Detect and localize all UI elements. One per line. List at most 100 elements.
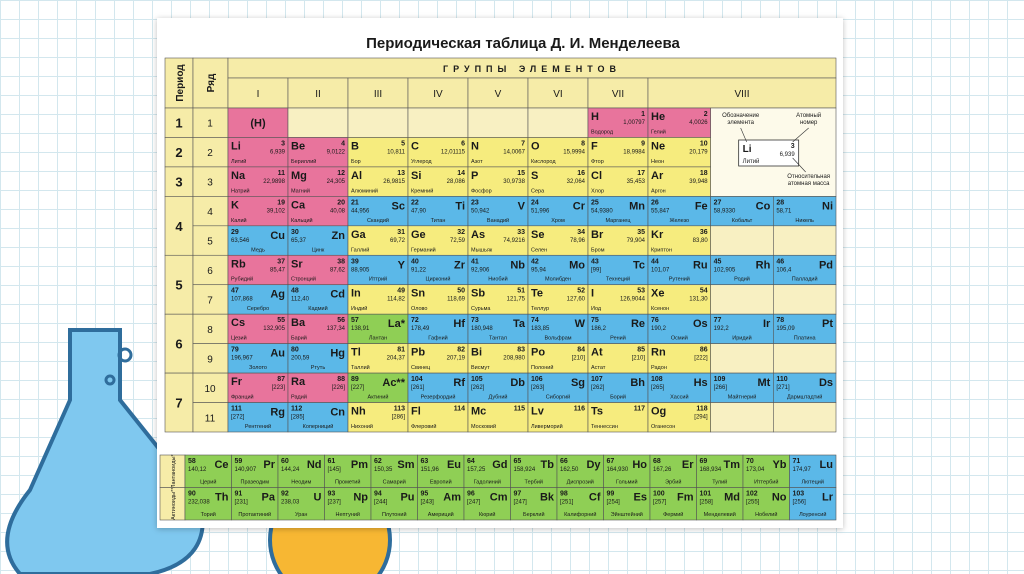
element-name: Стронций [291, 276, 316, 283]
atomic-mass: 164,930 [607, 467, 629, 473]
header-cell [164, 372, 194, 433]
element-name: Дармштадтий [787, 394, 822, 401]
atomic-number: 118 [696, 406, 707, 413]
atomic-number: 115 [514, 406, 525, 413]
row-label: 9 [207, 354, 213, 365]
atomic-number: 22 [411, 199, 419, 206]
cell [407, 254, 469, 286]
period-label: 5 [175, 278, 182, 293]
cell [227, 402, 289, 433]
atomic-mass: 150,35 [374, 467, 393, 473]
element-symbol: Li [743, 144, 752, 155]
period-label: 7 [175, 396, 182, 411]
header-cell [164, 254, 194, 315]
atomic-number: 10 [700, 140, 708, 147]
element-name: Актиний [368, 394, 389, 401]
element-name: Иттрий [369, 276, 387, 283]
element-symbol: Zn [332, 230, 346, 242]
atomic-mass: 32,064 [567, 179, 586, 185]
atomic-mass: 87,62 [330, 267, 346, 273]
atomic-mass: [210] [572, 356, 586, 362]
element-name: Радон [651, 365, 667, 371]
element-name: Теннессин [591, 424, 618, 430]
element-symbol: Br [591, 229, 604, 241]
group-label: I [257, 89, 260, 100]
element-symbol: Ti [455, 200, 465, 212]
atomic-number: 53 [637, 288, 645, 295]
legend-text: номер [800, 120, 818, 126]
atomic-number: 107 [591, 376, 603, 383]
element-name: Литий [231, 158, 246, 165]
atomic-number: 85 [637, 347, 645, 354]
legend-text: Относительная [787, 174, 830, 180]
cell [587, 313, 649, 344]
element-name: Сурьма [471, 306, 491, 312]
cell [227, 166, 289, 197]
row-cell [192, 402, 229, 433]
row-cell [192, 225, 229, 256]
cell [463, 487, 511, 521]
cell [467, 313, 529, 344]
cell [587, 225, 649, 256]
atomic-number: 98 [560, 491, 568, 498]
atomic-mass: 54,9380 [591, 208, 613, 214]
element-name: Рений [610, 335, 626, 342]
element-name: Хром [551, 218, 565, 224]
atomic-mass: [247] [467, 500, 481, 506]
bubble [117, 347, 133, 363]
atomic-number: 15 [517, 170, 525, 177]
element-symbol: Tb [541, 459, 555, 471]
atomic-number: 92 [281, 491, 289, 498]
element-symbol: U [314, 492, 322, 504]
atomic-mass: [222] [694, 356, 708, 362]
atomic-mass: 195,09 [776, 326, 795, 332]
atomic-mass: 65,37 [291, 238, 307, 244]
cell [587, 107, 649, 138]
atomic-mass: [262] [471, 385, 485, 391]
element-name: Кадмий [308, 305, 327, 312]
element-symbol: Nb [510, 259, 525, 271]
element-symbol: Ta [513, 318, 526, 330]
element-symbol: Lv [531, 406, 545, 418]
cell [647, 284, 711, 315]
row-label: 4 [207, 207, 213, 218]
atomic-number: 59 [235, 458, 243, 465]
atomic-mass: 40,08 [330, 208, 346, 214]
element-name: Ниобий [488, 276, 507, 283]
group-label: III [374, 89, 382, 100]
element-symbol: Bk [540, 492, 555, 504]
cell [184, 454, 232, 488]
element-name: Вольфрам [544, 336, 571, 342]
atomic-number: 97 [514, 491, 522, 498]
atomic-number: 40 [411, 258, 419, 265]
element-name: Нобелий [755, 511, 777, 518]
legend-text: элемента [727, 120, 754, 126]
cell [649, 454, 697, 488]
atomic-mass: 44,956 [351, 208, 370, 214]
element-name: Кислород [531, 159, 556, 165]
atomic-mass: 28,086 [447, 179, 466, 185]
element-symbol: Na [231, 170, 246, 182]
row-cell [192, 254, 229, 286]
legend-text: Обозначение [722, 113, 760, 119]
cell [710, 254, 774, 286]
atomic-number: 48 [291, 288, 299, 295]
atomic-number: 80 [291, 347, 299, 354]
atomic-mass: [226] [332, 385, 346, 391]
row-cell [192, 107, 229, 138]
atomic-number: 93 [328, 491, 336, 498]
row-label: 1 [207, 119, 213, 130]
atomic-mass: [265] [651, 385, 665, 391]
element-symbol: Zr [454, 259, 466, 271]
element-symbol: Os [693, 318, 708, 330]
atomic-mass: 140,12 [188, 467, 207, 473]
cell [407, 137, 469, 168]
element-name: Гафний [428, 335, 447, 342]
atomic-mass: 50,942 [471, 208, 490, 214]
element-symbol: Yb [772, 459, 786, 471]
element-name: Хлор [591, 188, 604, 194]
element-name: Скандий [367, 217, 389, 224]
cell [742, 487, 790, 521]
element-name: Галлий [351, 246, 369, 253]
atomic-mass: [231] [235, 500, 249, 506]
